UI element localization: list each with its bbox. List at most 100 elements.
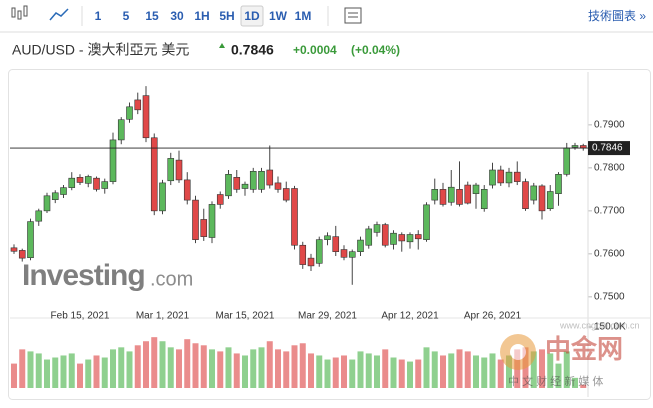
x-tick-label: Apr 12, 2021 (381, 311, 439, 322)
candle-body (76, 177, 84, 183)
line-icon[interactable] (49, 8, 69, 21)
candle-body (117, 119, 125, 141)
volume-bar (167, 347, 174, 388)
logo-slogan: 中 文 财 经 新 媒 体 (508, 374, 603, 388)
technical-chart-link[interactable]: 技術圖表 » (588, 9, 646, 23)
volume-bar (563, 351, 570, 388)
volume-bar (299, 343, 306, 388)
volume-bar (118, 347, 125, 388)
candle-body (472, 184, 480, 194)
volume-bar (225, 347, 232, 388)
volume-bar (101, 357, 108, 388)
volume-bar (11, 363, 17, 388)
candle-body (348, 251, 356, 258)
volume-bar (68, 353, 75, 388)
volume-bar (580, 384, 587, 388)
volume-bar (448, 353, 455, 388)
candle-body (406, 234, 414, 243)
y-tick-label: 0.7600 (594, 248, 625, 259)
candle-body (126, 106, 133, 120)
interval-button[interactable]: 15 (145, 9, 159, 23)
volume-bar (539, 349, 545, 388)
brand-suffix: .com (150, 268, 193, 290)
volume-bar (266, 341, 273, 388)
candle-body (200, 219, 208, 237)
volume-bar (93, 355, 100, 388)
candle-body (357, 239, 364, 252)
price-change-pct: (+0.04%) (351, 43, 400, 57)
candle-body (192, 199, 199, 240)
volume-bar (415, 359, 422, 388)
candle-body (373, 224, 381, 233)
volume-bar (151, 337, 158, 388)
interval-button[interactable]: 1 (95, 9, 102, 23)
volume-bar (398, 359, 405, 388)
volume-bar (110, 349, 116, 388)
last-price: 0.7846 (231, 42, 274, 58)
candle-body (233, 177, 241, 190)
logo-url: www.cngold.com.cn (559, 320, 640, 330)
volume-bar (35, 353, 42, 388)
candle-body (522, 181, 529, 210)
candle-body (538, 185, 546, 212)
volume-bar (349, 359, 356, 388)
last-price-label: 0.7846 (592, 143, 623, 154)
candle-body (208, 204, 216, 238)
up-arrow (219, 43, 225, 48)
x-tick-label: Mar 29, 2021 (298, 311, 357, 322)
x-tick-label: Mar 1, 2021 (136, 311, 190, 322)
interval-button[interactable]: 30 (170, 9, 184, 23)
candle-body (68, 177, 76, 188)
candle-body (423, 204, 430, 240)
volume-bar (530, 351, 537, 388)
volume-bar (506, 355, 512, 388)
candle-body (249, 170, 257, 190)
candle-body (225, 174, 232, 197)
price-change: +0.0004 (293, 43, 337, 57)
candle-body (258, 170, 265, 190)
volume-bar (217, 351, 224, 388)
volume-bar (456, 349, 463, 388)
interval-button[interactable]: 1M (295, 9, 312, 23)
volume-bar (341, 355, 347, 388)
candle-body (439, 189, 447, 205)
candle-body (332, 236, 340, 252)
candle-icon[interactable] (11, 5, 28, 20)
instrument-title: AUD/USD - 澳大利亞元 美元 (12, 42, 189, 58)
candle-body (464, 184, 472, 204)
volume-bar (192, 343, 199, 388)
interval-button[interactable]: 1W (269, 9, 288, 23)
interval-button[interactable]: 1D (244, 9, 260, 23)
y-tick-label: 0.7900 (594, 120, 625, 131)
volume-bar (423, 347, 430, 388)
volume-bar (473, 355, 479, 388)
volume-bar (209, 349, 215, 388)
candle-body (134, 99, 142, 111)
candle-body (546, 191, 554, 210)
candle-body (18, 250, 26, 259)
interval-button[interactable]: 5 (123, 9, 130, 23)
candle-body (167, 158, 175, 182)
volume-bar (382, 349, 389, 388)
cngold-logo: 中金网 www.cngold.com.cn 中 文 财 经 新 媒 体 (500, 320, 640, 388)
candle-body (84, 176, 92, 184)
candle-body (266, 169, 274, 186)
volume-bar (547, 353, 554, 388)
x-tick-label: Mar 15, 2021 (216, 311, 275, 322)
volume-tick-label: 150.0K (594, 322, 626, 333)
x-tick-label: Apr 26, 2021 (464, 311, 522, 322)
volume-bar (365, 353, 372, 388)
volume-bar (250, 349, 257, 388)
candle-body (101, 181, 109, 189)
volume-bar (324, 359, 331, 388)
candle-body (274, 182, 282, 190)
interval-button[interactable]: 5H (219, 9, 234, 23)
volume-bar (316, 355, 323, 388)
settings-icon[interactable] (344, 7, 362, 24)
volume-bar (242, 355, 248, 388)
volume-bar (572, 377, 578, 388)
interval-button[interactable]: 1H (194, 9, 209, 23)
volume-bar (60, 355, 67, 388)
candle-body (307, 257, 315, 267)
